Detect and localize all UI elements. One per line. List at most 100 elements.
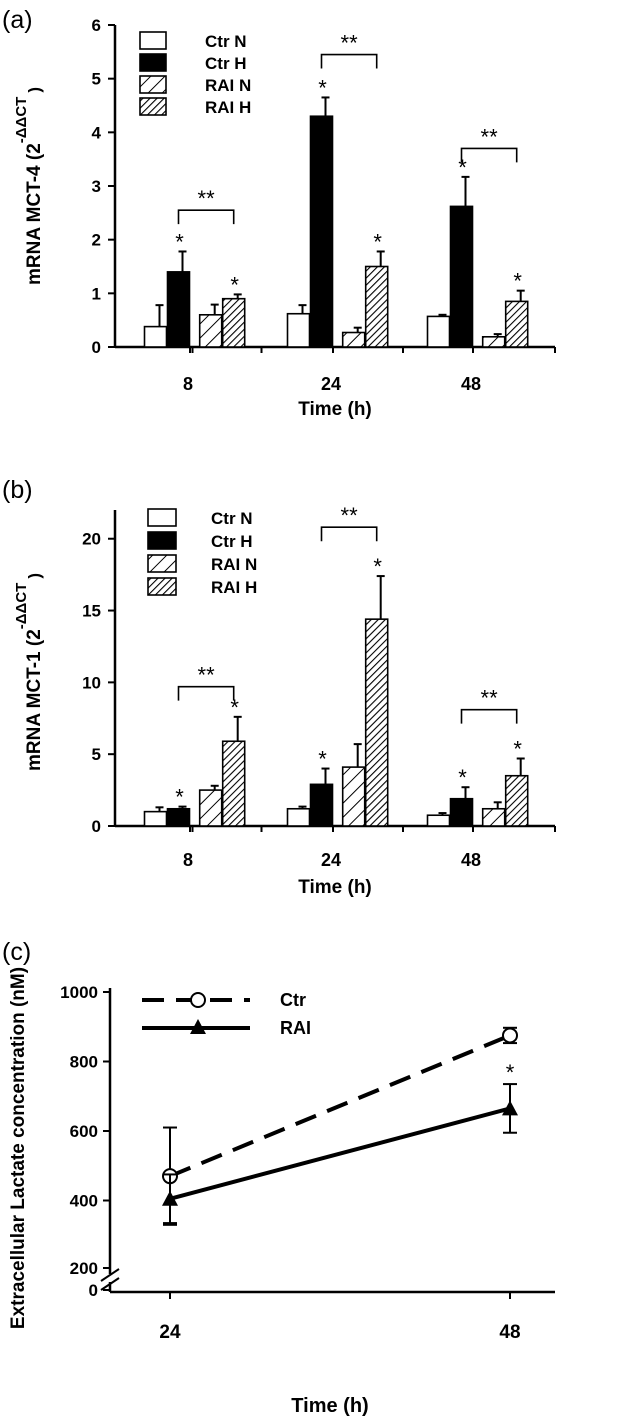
y-axis-label: Extracellular Lactate concentration (nM) (8, 967, 29, 1329)
significance-bracket (320, 53, 378, 69)
bracket-label: ** (341, 503, 359, 528)
bar (426, 315, 451, 348)
bracket-label: ** (198, 663, 216, 688)
bar (426, 814, 451, 827)
axis-break-mark (100, 1277, 120, 1291)
bar (504, 300, 529, 348)
significance-star: * (513, 269, 522, 294)
chart-c: 0 200 400 600 800 1000 24 48 Time (h) Extracellul… (8, 967, 555, 1417)
significance-star: * (230, 695, 239, 720)
series-line (169, 1106, 511, 1201)
significance-bracket (460, 708, 518, 724)
bar (481, 807, 506, 827)
series-line (169, 1033, 511, 1179)
bar (504, 774, 529, 827)
bar (309, 115, 334, 348)
legend-label: Ctr N (205, 32, 247, 51)
bar (143, 325, 168, 348)
legend-label: RAI H (211, 578, 257, 597)
legend-swatch (147, 508, 177, 527)
x-axis-label: Time (h) (298, 399, 372, 420)
bracket-label: ** (341, 31, 359, 56)
bar (286, 312, 311, 348)
significance-bracket (177, 685, 235, 701)
bar (364, 265, 389, 348)
legend-label: RAI (280, 1018, 311, 1038)
bar (481, 336, 506, 348)
x-tick-label: 48 (461, 374, 481, 394)
data-point (162, 1190, 178, 1206)
y-tick-label: 5 (92, 70, 101, 89)
bar (221, 297, 246, 348)
y-tick-label: 10 (82, 673, 101, 692)
x-tick-label: 8 (183, 374, 193, 394)
bar (449, 205, 474, 348)
legend-label: Ctr H (205, 54, 247, 73)
significance-star: * (458, 765, 467, 790)
x-tick-label: 48 (499, 1322, 520, 1343)
legend-label: Ctr H (211, 532, 253, 551)
panel-b-label: (b) (2, 476, 33, 504)
bracket-label: ** (198, 186, 216, 211)
significance-star: * (458, 155, 467, 180)
y-tick-label: 4 (92, 123, 102, 142)
y-tick-label: 20 (82, 530, 101, 549)
legend-swatch (139, 31, 167, 50)
y-axis-label: mRNA MCT-4 (2-ΔΔCT) (13, 87, 45, 285)
y-tick-label: 0 (92, 338, 101, 357)
legend-swatch (147, 531, 177, 550)
y-tick-label: 1000 (60, 983, 98, 1002)
legend-label: RAI H (205, 98, 251, 117)
panel-c-label: (c) (2, 938, 31, 966)
legend-swatch (139, 75, 167, 94)
x-axis-label: Time (h) (291, 1395, 368, 1417)
data-point (502, 1027, 518, 1044)
chart-a: 0 1 2 3 4 5 6 8 24 48 Time (h) mRNA MCT-4 (2-ΔΔCT) *… (13, 16, 556, 420)
bar (198, 789, 223, 827)
significance-bracket (177, 209, 235, 225)
y-tick-label: 3 (92, 177, 101, 196)
y-tick-label: 400 (70, 1192, 98, 1211)
chart-b: 0 5 10 15 20 8 24 48 Time (h) mRNA MCT-1 (2-ΔΔCT)… (13, 503, 556, 898)
panel-a-label: (a) (2, 6, 33, 34)
bracket-label: ** (481, 124, 499, 149)
significance-star: * (175, 229, 184, 254)
x-tick-label: 24 (159, 1322, 181, 1343)
significance-star: * (373, 554, 382, 579)
legend-swatch (139, 53, 167, 72)
significance-star: * (373, 229, 382, 254)
legend-swatch (139, 97, 167, 116)
y-tick-label: 1 (92, 284, 101, 303)
bar (449, 797, 474, 827)
bar (364, 618, 389, 827)
y-tick-label: 15 (82, 602, 101, 621)
y-tick-label: 0 (89, 1281, 98, 1300)
bar (198, 313, 223, 348)
bar (221, 740, 246, 827)
y-tick-label: 5 (92, 745, 101, 764)
x-tick-label: 24 (321, 374, 341, 394)
significance-star: * (318, 75, 327, 100)
legend-label: RAI N (205, 76, 251, 95)
y-tick-label: 200 (70, 1259, 98, 1278)
bracket-label: ** (481, 686, 499, 711)
x-tick-label: 24 (321, 850, 341, 870)
data-point (502, 1100, 518, 1116)
significance-star: * (175, 785, 184, 810)
x-tick-label: 8 (183, 850, 193, 870)
y-tick-label: 6 (92, 16, 101, 35)
legend-marker (190, 992, 206, 1008)
bar (143, 810, 168, 827)
significance-star: * (318, 747, 327, 772)
x-tick-label: 48 (461, 850, 481, 870)
bar (341, 331, 366, 348)
bar (341, 766, 366, 827)
legend-swatch (147, 577, 177, 596)
significance-star: * (513, 736, 522, 761)
y-axis-label: mRNA MCT-1 (2-ΔΔCT) (13, 573, 45, 771)
legend-label: Ctr N (211, 509, 253, 528)
legend-label: RAI N (211, 555, 257, 574)
y-tick-label: 800 (70, 1053, 98, 1072)
bar (166, 271, 191, 348)
